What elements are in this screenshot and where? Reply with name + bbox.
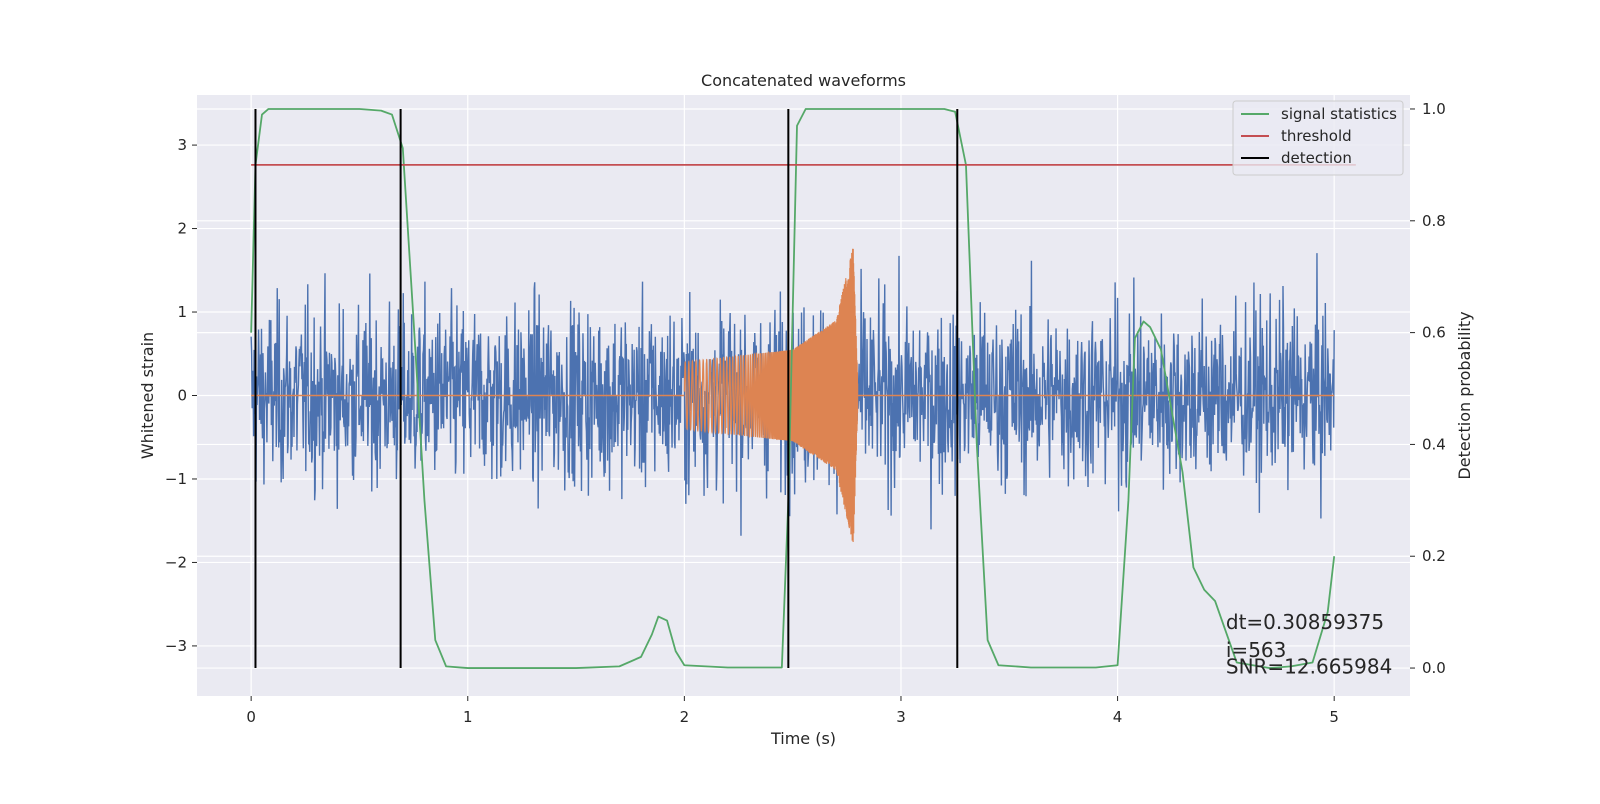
annotation-text: SNR=12.665984	[1226, 654, 1392, 678]
y2-tick-label: 0.8	[1422, 212, 1446, 230]
legend-label: threshold	[1281, 127, 1352, 145]
y-tick-label: −1	[165, 470, 187, 488]
y2-tick-label: 0.0	[1422, 659, 1446, 677]
y2-axis-label: Detection probability	[1455, 311, 1474, 479]
template-chirp	[683, 248, 859, 543]
y-axis-label: Whitened strain	[138, 332, 157, 459]
y-tick-label: 3	[177, 136, 187, 154]
y-tick-label: −2	[165, 553, 187, 571]
y-tick-label: 0	[177, 387, 187, 405]
legend-box	[1232, 100, 1404, 176]
axes: 0 1 2 3 4 5 −3 −2 −1 0 1 2 3 0.0 0.2 0.4 0.6 0.8 1.0	[165, 100, 1446, 726]
legend-items: signal statistics threshold detection	[1241, 105, 1397, 167]
y2-tick-label: 1.0	[1422, 100, 1446, 118]
x-tick-label: 2	[680, 708, 690, 726]
legend: signal statistics threshold detection	[1232, 100, 1404, 176]
y2-tick-label: 0.4	[1422, 435, 1446, 453]
y-tick-label: 2	[177, 220, 187, 238]
x-tick-label: 1	[463, 708, 473, 726]
annotation-text: dt=0.30859375	[1226, 610, 1384, 634]
x-tick-label: 0	[246, 708, 256, 726]
x-axis-label: Time (s)	[770, 729, 836, 748]
data-layer	[250, 108, 1356, 669]
y-tick-label: −3	[165, 637, 187, 655]
legend-label: signal statistics	[1281, 105, 1397, 123]
legend-label: detection	[1281, 149, 1352, 167]
x-tick-label: 4	[1113, 708, 1123, 726]
annotation-text: i=563	[1226, 638, 1287, 662]
chart-title: Concatenated waveforms	[701, 71, 906, 90]
y-tick-label: 1	[177, 303, 187, 321]
x-tick-label: 5	[1329, 708, 1339, 726]
x-tick-label: 3	[896, 708, 906, 726]
y2-tick-label: 0.6	[1422, 324, 1446, 342]
y2-tick-label: 0.2	[1422, 547, 1446, 565]
